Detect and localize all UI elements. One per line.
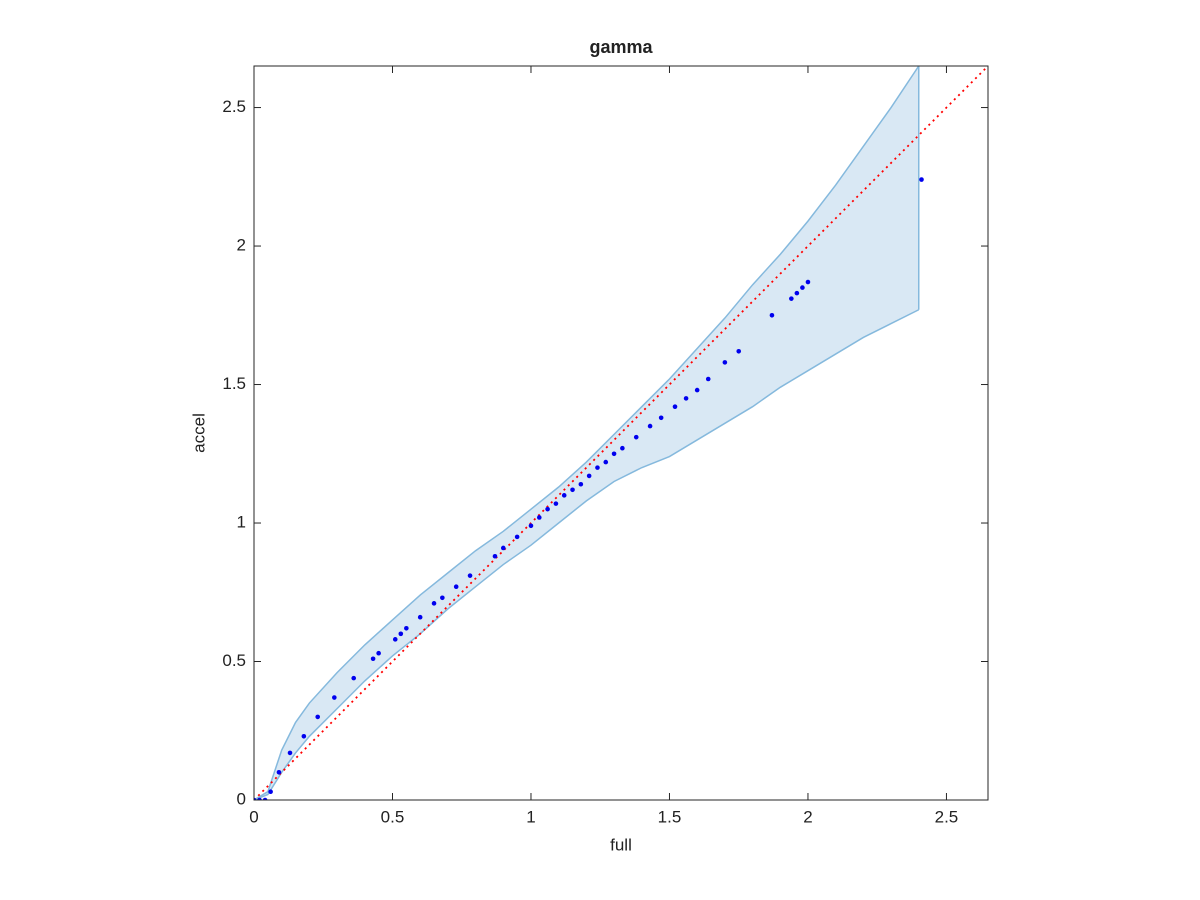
data-point [800,285,805,290]
data-point [647,423,653,429]
x-tick-label: 2 [803,807,812,826]
data-point [789,296,794,301]
data-point [370,656,376,662]
y-tick-label: 2 [237,236,246,255]
data-point [705,376,711,382]
data-point [257,797,262,800]
data-point [794,290,800,296]
data-point [919,177,924,182]
data-point [553,501,559,506]
data-point [805,279,811,285]
y-tick-label: 1.5 [222,374,246,393]
data-point [301,733,307,739]
plot-area [254,66,988,800]
data-point [586,473,592,479]
data-point [492,553,498,559]
data-point [351,675,357,681]
data-point [633,434,639,440]
data-point [417,614,423,620]
y-tick-label: 1 [237,513,246,532]
x-tick-label: 1 [526,807,535,826]
data-point [595,465,600,470]
data-point [276,770,282,775]
data-point [440,595,445,601]
data-point [315,714,321,720]
chart-title: gamma [589,37,653,57]
y-axis-label: accel [189,413,208,453]
y-tick-label: 0 [237,789,246,808]
data-point [392,637,398,642]
data-point [561,493,567,498]
data-point [672,404,678,409]
y-tick-label: 0.5 [222,651,246,670]
band-lower [254,309,920,800]
data-point [683,396,689,401]
data-point [376,650,381,656]
data-point [514,534,520,540]
data-point [467,573,473,578]
data-point [254,797,257,800]
band-area [254,66,919,800]
data-point [268,789,273,794]
data-point [332,695,337,700]
axes-frame [253,65,989,801]
reference-line [254,66,988,800]
data-point [722,360,728,365]
data-point [570,487,575,493]
data-point [694,387,700,393]
data-point [603,459,609,465]
data-point [736,348,742,354]
data-point [578,481,584,487]
band-upper [254,66,920,800]
data-point [262,797,268,800]
data-point [398,631,404,637]
x-tick-label: 2.5 [935,807,959,826]
y-tick-label: 2.5 [222,97,246,116]
data-point [545,506,550,512]
data-point [620,445,625,451]
data-point [500,545,506,551]
x-tick-label: 1.5 [658,807,682,826]
data-point [404,625,409,631]
data-point [528,523,534,529]
data-point [453,584,459,590]
data-point [287,750,293,756]
data-point [431,601,437,606]
data-point [769,312,775,318]
data-point [536,515,542,520]
x-axis-label: full [610,835,632,854]
data-point [658,415,664,421]
x-tick-label: 0.5 [381,807,405,826]
x-tick-label: 0 [249,807,258,826]
data-point [611,451,617,457]
